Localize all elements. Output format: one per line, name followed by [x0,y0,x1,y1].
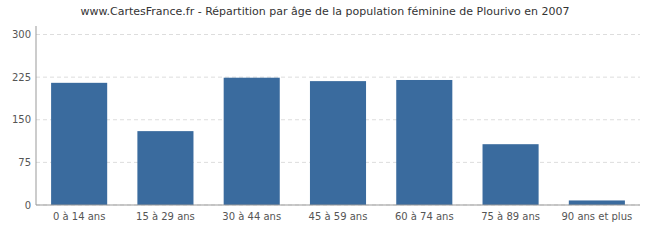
bar [224,78,280,205]
x-tick-label: 30 à 44 ans [222,211,281,222]
bar [483,144,539,205]
y-tick-label: 225 [12,72,31,83]
title: www.CartesFrance.fr - Répartition par âg… [81,5,570,18]
grid-line [36,205,640,206]
bars [51,78,625,205]
x-tick-label: 15 à 29 ans [136,211,195,222]
y-tick-label: 300 [12,29,31,40]
bar [569,200,625,205]
y-tick-label: 75 [18,157,31,168]
x-tick-label: 60 à 74 ans [395,211,454,222]
bar [137,131,193,205]
grid-line [36,77,640,78]
grid-line [36,34,640,35]
y-axis-line [36,26,37,205]
x-tick-label: 45 à 59 ans [309,211,368,222]
chart-container: www.CartesFrance.fr - Répartition par âg… [0,0,650,229]
y-tick-label: 150 [12,114,31,125]
y-tick-label: 0 [25,200,31,211]
bar [51,83,107,205]
bar [310,81,366,205]
x-tick-label: 90 ans et plus [562,211,633,222]
grid [36,35,640,205]
x-tick-label: 75 à 89 ans [481,211,540,222]
x-tick-label: 0 à 14 ans [53,211,105,222]
x-axis-line [36,205,640,206]
chart: www.CartesFrance.fr - Répartition par âg… [0,0,650,229]
bar [396,80,452,205]
